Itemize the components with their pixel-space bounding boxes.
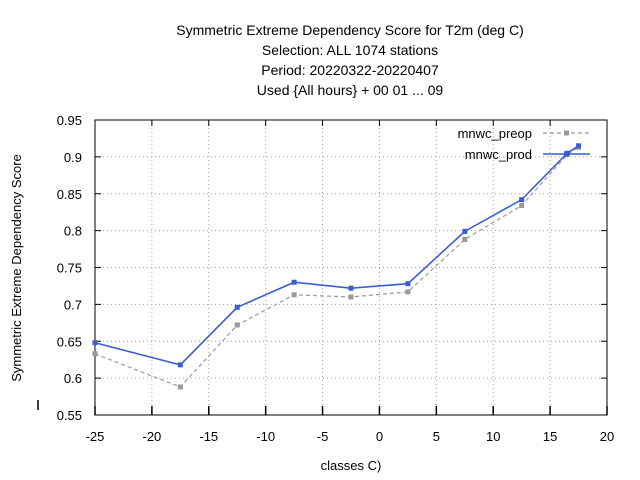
x-tick-label: -5 — [317, 429, 329, 444]
data-point — [177, 384, 183, 390]
y-tick-label: 0.85 — [57, 187, 82, 202]
grid-lines — [95, 120, 607, 415]
y-tick-label: 0.55 — [57, 408, 82, 423]
y-tick-label: 0.9 — [64, 150, 82, 165]
x-tick-label: 5 — [433, 429, 440, 444]
x-axis-label: classes C) — [321, 458, 382, 473]
series-line — [94, 145, 579, 366]
legend-marker — [564, 151, 569, 157]
chart-title-line-4: Used {All hours} + 00 01 ... 09 — [257, 82, 444, 98]
x-tick-label: -20 — [142, 429, 161, 444]
chart-title: Symmetric Extreme Dependency Score for T… — [176, 22, 524, 98]
chart-title-line-2: Selection: ALL 1074 stations — [262, 42, 438, 58]
y-tick-label: 0.6 — [64, 371, 82, 386]
legend-label: mnwc_prod — [465, 147, 532, 162]
data-point — [519, 197, 525, 203]
data-point — [462, 236, 468, 242]
data-point — [291, 279, 297, 285]
legend-marker — [564, 130, 569, 136]
data-point — [519, 203, 525, 209]
y-tick-labels: 0.55 0.6 0.65 0.7 0.75 0.8 0.85 0.9 0.95 — [57, 113, 82, 423]
x-tick-label: -10 — [256, 429, 275, 444]
x-tick-label: 0 — [376, 429, 383, 444]
data-point — [348, 294, 354, 300]
x-tick-labels: -25 -20 -15 -10 -5 0 5 10 15 20 — [86, 429, 615, 444]
y-tick-label: 0.8 — [64, 224, 82, 239]
chart-title-line-3: Period: 20220322-20220407 — [261, 62, 439, 78]
y-tick-label: 0.95 — [57, 113, 82, 128]
legend: mnwc_preop mnwc_prod — [458, 126, 590, 162]
chart-title-line-1: Symmetric Extreme Dependency Score for T… — [176, 22, 524, 38]
data-point — [234, 322, 240, 328]
y-axis-label: Symmetric Extreme Dependency Score — [9, 154, 24, 382]
series-mnwc_prod — [92, 143, 582, 368]
data-point — [348, 285, 354, 291]
axis-ticks — [94, 119, 608, 416]
y-tick-label: 0.7 — [64, 297, 82, 312]
data-point — [405, 289, 411, 295]
legend-label: mnwc_preop — [458, 126, 532, 141]
x-tick-label: 10 — [486, 429, 500, 444]
y-tick-label: 0.75 — [57, 261, 82, 276]
data-point — [234, 304, 240, 310]
data-point — [92, 351, 98, 357]
x-tick-label: 20 — [600, 429, 614, 444]
x-tick-label: -25 — [86, 429, 105, 444]
data-point — [291, 292, 297, 298]
data-point — [462, 228, 468, 234]
x-tick-label: 15 — [543, 429, 557, 444]
series-line — [94, 146, 579, 388]
data-point — [92, 340, 98, 346]
series-layer — [92, 143, 582, 390]
y-tick-label: 0.65 — [57, 334, 82, 349]
data-point — [177, 362, 183, 368]
data-point — [405, 281, 411, 287]
data-point — [576, 143, 582, 149]
x-tick-label: -15 — [199, 429, 218, 444]
